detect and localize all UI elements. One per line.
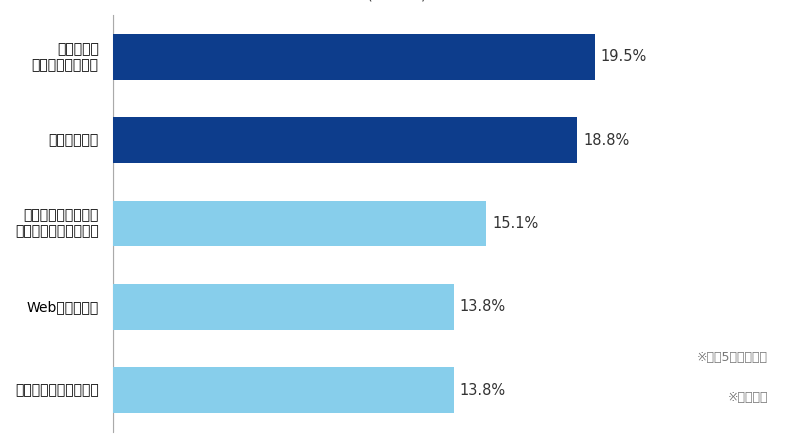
Bar bbox=[113, 117, 578, 163]
Text: 15.1%: 15.1% bbox=[492, 216, 538, 231]
Bar bbox=[113, 34, 594, 80]
Bar bbox=[113, 367, 454, 413]
Text: 18.8%: 18.8% bbox=[583, 133, 630, 148]
Text: 19.5%: 19.5% bbox=[601, 49, 647, 64]
Text: ※上位5項目を抜粋: ※上位5項目を抜粋 bbox=[697, 351, 768, 364]
Text: 13.8%: 13.8% bbox=[460, 299, 506, 314]
Bar bbox=[113, 201, 486, 246]
Bar bbox=[113, 284, 454, 330]
Text: 13.8%: 13.8% bbox=[460, 383, 506, 398]
Text: (n=149): (n=149) bbox=[366, 0, 427, 2]
Text: ※複数回答: ※複数回答 bbox=[727, 391, 768, 405]
